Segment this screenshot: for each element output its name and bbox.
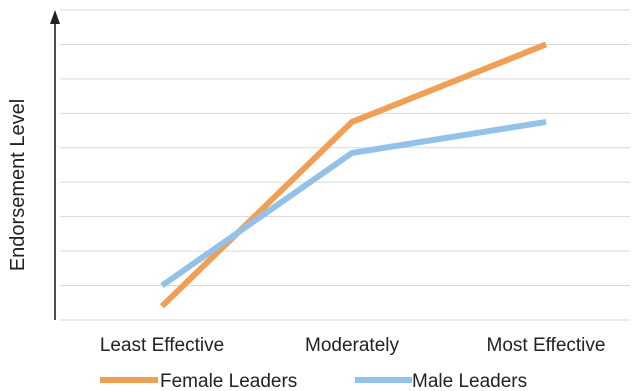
legend: Female Leaders Male Leaders: [100, 371, 527, 391]
x-tick-label: Moderately: [305, 335, 399, 356]
series-line-1: [159, 41, 548, 309]
y-axis-title: Endorsement Level: [7, 99, 29, 271]
x-tick-label: Least Effective: [100, 335, 224, 356]
x-tick-label: Most Effective: [487, 335, 606, 356]
x-tick-labels: Least Effective Moderately Most Effective: [100, 335, 606, 356]
grid-lines: [60, 9, 630, 321]
series-lines: [159, 41, 548, 309]
y-axis-arrow-icon: [50, 10, 60, 24]
legend-label-1: Female Leaders: [160, 371, 297, 391]
legend-label-2: Male Leaders: [412, 371, 527, 391]
series-line-2: [160, 118, 547, 289]
